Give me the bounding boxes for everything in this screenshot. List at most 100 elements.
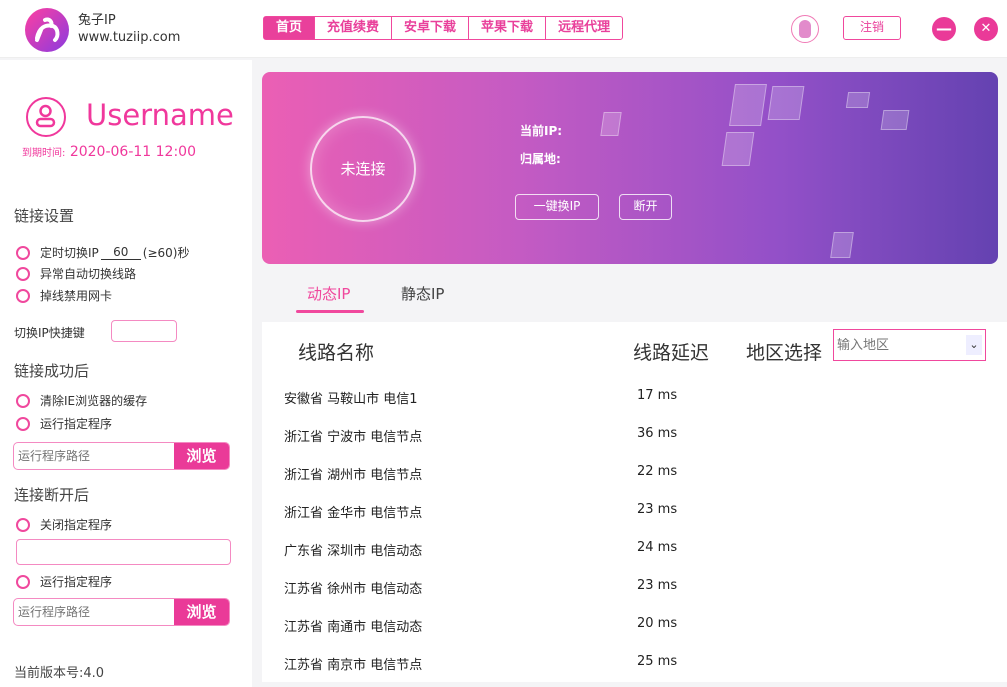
decor-tile (880, 110, 910, 130)
radio-button[interactable] (16, 517, 30, 532)
qq-icon[interactable] (791, 15, 819, 43)
username: Username (86, 98, 234, 132)
minimize-button[interactable]: — (932, 17, 956, 41)
title-bar: 兔子IP www.tuziip.com 首页 充值续费 安卓下载 苹果下载 远程代… (0, 0, 1007, 58)
logout-button[interactable]: 注销 (843, 16, 901, 40)
route-name: 江苏省 南通市 电信动态 (284, 620, 423, 635)
program-path-input[interactable] (14, 443, 174, 469)
after-connect-heading: 链接成功后 (14, 362, 90, 380)
program-path-field: 浏览 (13, 442, 230, 470)
connection-status[interactable]: 未连接 (310, 116, 416, 222)
current-ip-label: 当前IP: (520, 124, 563, 138)
route-latency: 20 ms (637, 616, 678, 631)
route-name: 安徽省 马鞍山市 电信1 (284, 392, 418, 407)
radio-button[interactable] (16, 574, 30, 589)
expire-label: 到期时间: (22, 148, 66, 159)
connection-banner: 未连接 当前IP: 归属地: 一键换IP 断开 (262, 72, 998, 264)
expire-time: 到期时间: 2020-06-11 12:00 (22, 144, 196, 160)
nav-recharge[interactable]: 充值续费 (314, 17, 391, 39)
decor-tile (830, 232, 854, 258)
route-name: 浙江省 湖州市 电信节点 (284, 468, 423, 483)
route-name: 广东省 深圳市 电信动态 (284, 544, 423, 559)
route-name: 江苏省 徐州市 电信动态 (284, 582, 423, 597)
tab-static-ip[interactable]: 静态IP (401, 285, 445, 303)
decor-tile (729, 84, 767, 126)
after-disconnect-heading: 连接断开后 (14, 486, 90, 504)
run-program-label: 运行指定程序 (40, 417, 113, 431)
clear-cache-label: 清除IE浏览器的缓存 (40, 394, 148, 408)
browse-button[interactable]: 浏览 (174, 443, 229, 469)
user-icon (26, 97, 66, 137)
table-row[interactable]: 广东省 深圳市 电信动态 24 ms (262, 529, 1007, 567)
version: 当前版本号:4.0 (14, 666, 105, 681)
route-table: 线路名称 线路延迟 地区选择 ⌄ 安徽省 马鞍山市 电信1 17 ms 浙江省 宁波… (262, 322, 1007, 682)
switch-ip-button[interactable]: 一键换IP (515, 194, 599, 220)
route-name: 江苏省 南京市 电信节点 (284, 658, 423, 673)
route-latency: 25 ms (637, 654, 678, 669)
table-row[interactable]: 江苏省 南京市 电信节点 25 ms (262, 643, 1007, 681)
route-latency: 17 ms (637, 388, 678, 403)
hotkey-input[interactable] (111, 320, 177, 342)
route-latency: 24 ms (637, 540, 678, 555)
link-settings-heading: 链接设置 (14, 207, 75, 225)
radio-button[interactable] (16, 266, 30, 281)
nav-home[interactable]: 首页 (264, 17, 315, 39)
decor-tile (767, 86, 805, 120)
main-nav: 首页 充值续费 安卓下载 苹果下载 远程代理 (263, 16, 624, 40)
radio-button[interactable] (16, 416, 30, 431)
region-select[interactable]: ⌄ (833, 329, 986, 361)
program-path-input-2[interactable] (14, 599, 174, 625)
sidebar: Username 到期时间: 2020-06-11 12:00 链接设置 定时切… (0, 60, 252, 687)
timer-label: 定时切换IP (40, 246, 99, 260)
table-row[interactable]: 浙江省 宁波市 电信节点 36 ms (262, 415, 1007, 453)
disable-nic-label: 掉线禁用网卡 (40, 289, 113, 303)
route-name: 浙江省 宁波市 电信节点 (284, 430, 423, 445)
nav-ios-download[interactable]: 苹果下载 (468, 17, 545, 39)
close-program-label: 关闭指定程序 (40, 518, 113, 532)
table-row[interactable]: 浙江省 湖州市 电信节点 22 ms (262, 453, 1007, 491)
table-row[interactable]: 安徽省 马鞍山市 电信1 17 ms (262, 377, 1007, 415)
chevron-down-icon[interactable]: ⌄ (966, 335, 982, 355)
col-latency: 线路延迟 (633, 342, 710, 364)
timer-suffix: (≥60)秒 (142, 246, 190, 260)
decor-tile (721, 132, 755, 166)
auto-switch-label: 异常自动切换线路 (40, 267, 137, 281)
radio-button[interactable] (16, 393, 30, 408)
brand: 兔子IP www.tuziip.com (78, 12, 180, 46)
hotkey-label: 切换IP快捷键 (14, 326, 85, 340)
browse-button-2[interactable]: 浏览 (174, 599, 229, 625)
run-program-label-2: 运行指定程序 (40, 575, 113, 589)
close-button[interactable]: ✕ (974, 17, 998, 41)
decor-tile (845, 92, 871, 108)
rabbit-logo-icon (25, 8, 69, 52)
timer-interval-input[interactable]: 60 (100, 245, 141, 260)
close-program-option[interactable]: 关闭指定程序 (16, 516, 112, 533)
table-row[interactable]: 江苏省 南通市 电信动态 20 ms (262, 605, 1007, 643)
region-input[interactable] (834, 337, 966, 353)
active-tab-indicator (296, 310, 364, 313)
route-latency: 22 ms (637, 464, 678, 479)
close-program-input[interactable] (16, 539, 231, 565)
run-program-option[interactable]: 运行指定程序 (16, 415, 112, 432)
brand-url: www.tuziip.com (78, 30, 181, 45)
timer-switch-option[interactable]: 定时切换IP 60 (≥60)秒 (16, 244, 189, 261)
tab-dynamic-ip[interactable]: 动态IP (307, 285, 351, 303)
radio-button[interactable] (16, 288, 30, 303)
expire-value: 2020-06-11 12:00 (69, 144, 196, 160)
clear-cache-option[interactable]: 清除IE浏览器的缓存 (16, 392, 147, 409)
table-row[interactable]: 浙江省 金华市 电信节点 23 ms (262, 491, 1007, 529)
disable-nic-option[interactable]: 掉线禁用网卡 (16, 287, 112, 304)
nav-android-download[interactable]: 安卓下载 (391, 17, 468, 39)
auto-switch-option[interactable]: 异常自动切换线路 (16, 265, 136, 282)
disconnect-button[interactable]: 断开 (619, 194, 672, 220)
run-program-option-2[interactable]: 运行指定程序 (16, 573, 112, 590)
location-label: 归属地: (520, 152, 561, 166)
region-label: 地区选择 (746, 342, 823, 364)
route-latency: 36 ms (637, 426, 678, 441)
program-path-field-2: 浏览 (13, 598, 230, 626)
decor-tile (600, 112, 622, 136)
table-row[interactable]: 江苏省 徐州市 电信动态 23 ms (262, 567, 1007, 605)
radio-button[interactable] (16, 245, 30, 260)
nav-remote-proxy[interactable]: 远程代理 (545, 17, 622, 39)
route-latency: 23 ms (637, 578, 678, 593)
